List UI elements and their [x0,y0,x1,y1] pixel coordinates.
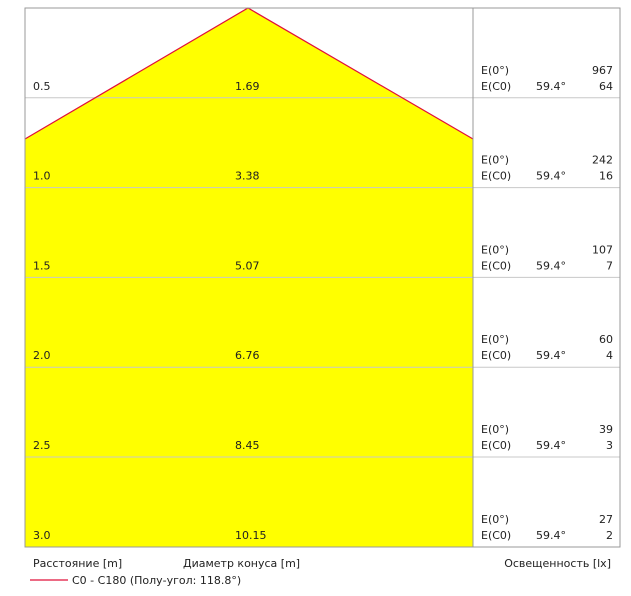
distance: 0.5 [33,80,51,93]
ec0-value: 3 [606,439,613,452]
diameter: 3.38 [235,170,260,183]
e0-label: E(0°) [481,423,509,436]
angle: 59.4° [536,80,566,93]
diameter: 6.76 [235,349,260,362]
ec0-label: E(C0) [481,80,511,93]
e0-label: E(0°) [481,154,509,167]
distance: 1.5 [33,259,51,272]
e0-label: E(0°) [481,513,509,526]
angle: 59.4° [536,170,566,183]
distance: 1.0 [33,170,51,183]
diameter: 5.07 [235,259,260,272]
e0-value: 39 [599,423,613,436]
diameter: 8.45 [235,439,260,452]
angle: 59.4° [536,259,566,272]
legend-illuminance: Освещенность [lx] [504,557,611,570]
e0-label: E(0°) [481,64,509,77]
legend-distance: Расстояние [m] [33,557,122,570]
e0-value: 27 [599,513,613,526]
diameter: 10.15 [235,529,267,542]
angle: 59.4° [536,529,566,542]
ec0-label: E(C0) [481,259,511,272]
ec0-label: E(C0) [481,349,511,362]
ec0-value: 16 [599,170,613,183]
rows: 0.5 1.69 E(0°) E(C0) 59.4° 967 64 1.0 3.38 E(0°) E… [33,64,613,542]
e0-value: 242 [592,154,613,167]
diameter: 1.69 [235,80,260,93]
e0-value: 967 [592,64,613,77]
ec0-value: 2 [606,529,613,542]
legend-diameter: Диаметр конуса [m] [183,557,300,570]
ec0-label: E(C0) [481,170,511,183]
angle: 59.4° [536,349,566,362]
ec0-value: 64 [599,80,613,93]
e0-value: 107 [592,243,613,256]
e0-label: E(0°) [481,333,509,346]
ec0-value: 4 [606,349,613,362]
distance: 3.0 [33,529,51,542]
ec0-label: E(C0) [481,529,511,542]
distance: 2.0 [33,349,51,362]
ec0-label: E(C0) [481,439,511,452]
frame [24,7,621,548]
legend-curve: C0 - C180 (Полу-угол: 118.8°) [72,574,241,587]
angle: 59.4° [536,439,566,452]
e0-label: E(0°) [481,243,509,256]
grid [25,97,620,458]
e0-value: 60 [599,333,613,346]
ec0-value: 7 [606,259,613,272]
distance: 2.5 [33,439,51,452]
